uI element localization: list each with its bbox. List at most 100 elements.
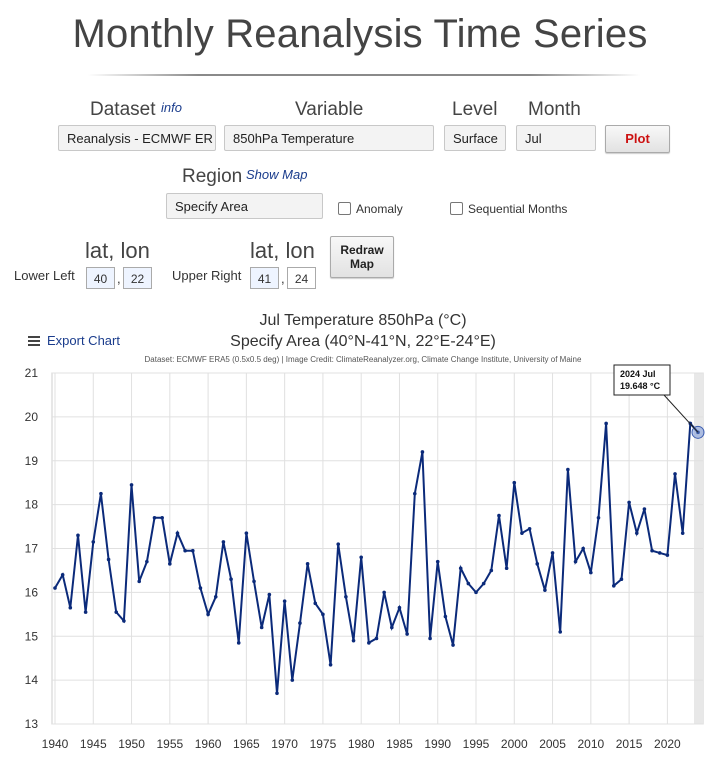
data-point[interactable]	[344, 594, 348, 599]
data-point[interactable]	[474, 590, 478, 595]
data-point[interactable]	[581, 546, 585, 551]
data-point[interactable]	[129, 483, 134, 487]
data-point[interactable]	[275, 691, 279, 696]
data-point[interactable]	[351, 638, 356, 643]
data-point[interactable]	[190, 548, 195, 553]
data-point[interactable]	[589, 570, 593, 575]
data-point[interactable]	[397, 605, 402, 610]
region-select[interactable]: Specify Area	[166, 193, 323, 219]
data-point[interactable]	[305, 562, 310, 566]
data-point[interactable]	[367, 641, 371, 645]
data-point[interactable]	[198, 586, 203, 590]
data-point[interactable]	[145, 559, 149, 564]
month-select[interactable]: Jul	[516, 125, 596, 151]
data-point[interactable]	[91, 540, 96, 544]
lower-left-lat-input[interactable]: 40	[86, 267, 115, 289]
plot-button[interactable]: Plot	[605, 125, 670, 153]
data-point[interactable]	[604, 421, 608, 426]
data-point[interactable]	[550, 551, 555, 555]
data-point[interactable]	[611, 583, 616, 588]
data-point[interactable]	[650, 548, 654, 553]
data-point[interactable]	[596, 515, 601, 520]
x-tick-label: 2005	[539, 737, 566, 751]
data-point[interactable]	[443, 614, 448, 619]
data-point[interactable]	[451, 643, 455, 647]
data-point[interactable]	[114, 610, 119, 614]
upper-right-lon-input[interactable]: 24	[287, 267, 316, 289]
data-point[interactable]	[458, 566, 463, 571]
data-point[interactable]	[405, 632, 409, 636]
data-point[interactable]	[206, 612, 210, 617]
data-point[interactable]	[420, 450, 425, 454]
data-point[interactable]	[680, 531, 685, 535]
variable-select[interactable]: 850hPa Temperature	[224, 125, 434, 151]
data-point[interactable]	[313, 601, 318, 606]
data-point[interactable]	[573, 559, 578, 564]
data-point[interactable]	[543, 588, 547, 592]
show-map-link[interactable]: Show Map	[246, 167, 308, 182]
data-point[interactable]	[221, 540, 226, 544]
data-point[interactable]	[236, 641, 241, 645]
data-point[interactable]	[665, 553, 670, 557]
data-point[interactable]	[282, 599, 287, 603]
data-point[interactable]	[558, 630, 563, 634]
data-point[interactable]	[520, 531, 524, 535]
data-point[interactable]	[244, 531, 249, 535]
lower-left-lon-input[interactable]: 22	[123, 267, 152, 289]
data-point[interactable]	[428, 636, 432, 641]
data-point[interactable]	[175, 531, 180, 535]
data-point[interactable]	[512, 480, 517, 485]
data-point[interactable]	[566, 467, 570, 472]
data-point[interactable]	[122, 619, 126, 623]
data-point[interactable]	[657, 551, 662, 555]
data-point[interactable]	[390, 625, 394, 630]
data-point[interactable]	[53, 586, 57, 590]
data-point[interactable]	[489, 568, 494, 573]
level-select[interactable]: Surface	[444, 125, 506, 151]
data-point[interactable]	[328, 662, 333, 667]
anomaly-checkbox[interactable]	[338, 202, 351, 215]
data-point[interactable]	[99, 491, 103, 496]
data-point[interactable]	[160, 515, 164, 520]
data-point[interactable]	[83, 610, 88, 614]
data-point[interactable]	[168, 562, 172, 566]
data-point[interactable]	[213, 594, 218, 599]
upper-right-lat-input[interactable]: 41	[250, 267, 279, 289]
data-point[interactable]	[76, 533, 80, 538]
data-point[interactable]	[152, 515, 157, 520]
data-point[interactable]	[481, 581, 486, 586]
data-point[interactable]	[298, 621, 302, 625]
dataset-info-link[interactable]: info	[161, 100, 182, 115]
redraw-map-button[interactable]: Redraw Map	[330, 236, 394, 278]
data-point[interactable]	[229, 577, 233, 582]
data-point[interactable]	[497, 513, 501, 518]
data-point[interactable]	[435, 559, 440, 564]
sequential-months-checkbox[interactable]	[450, 202, 463, 215]
export-chart-button[interactable]: Export Chart	[28, 333, 120, 348]
data-point[interactable]	[412, 491, 417, 496]
data-point[interactable]	[673, 472, 677, 476]
data-point[interactable]	[535, 562, 540, 566]
data-point[interactable]	[290, 678, 295, 682]
data-point[interactable]	[68, 605, 73, 610]
data-point[interactable]	[252, 579, 256, 584]
data-point[interactable]	[382, 590, 386, 595]
data-point[interactable]	[466, 581, 471, 586]
data-point[interactable]	[321, 612, 325, 617]
data-point[interactable]	[374, 636, 379, 641]
data-point[interactable]	[504, 566, 509, 571]
data-point[interactable]	[137, 579, 142, 584]
data-point[interactable]	[359, 555, 363, 560]
data-point[interactable]	[267, 592, 272, 597]
data-point[interactable]	[106, 557, 111, 562]
data-point[interactable]	[619, 577, 624, 582]
data-point[interactable]	[259, 625, 264, 630]
data-point[interactable]	[60, 573, 65, 577]
data-point[interactable]	[183, 548, 187, 553]
data-point[interactable]	[642, 507, 647, 511]
data-point[interactable]	[336, 542, 341, 546]
data-point[interactable]	[627, 500, 631, 505]
data-point[interactable]	[634, 531, 639, 535]
dataset-select[interactable]: Reanalysis - ECMWF ER	[58, 125, 216, 151]
data-point[interactable]	[527, 526, 532, 531]
